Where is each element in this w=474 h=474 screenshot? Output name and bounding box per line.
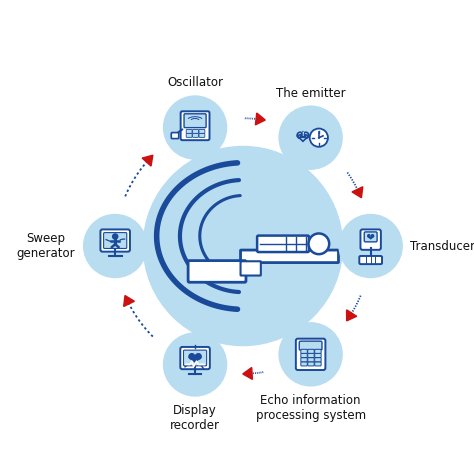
FancyBboxPatch shape <box>186 129 192 133</box>
Circle shape <box>367 234 371 237</box>
FancyBboxPatch shape <box>188 261 246 282</box>
FancyBboxPatch shape <box>308 358 314 362</box>
Polygon shape <box>255 113 265 125</box>
Circle shape <box>339 215 402 278</box>
FancyBboxPatch shape <box>359 256 382 264</box>
FancyBboxPatch shape <box>192 134 199 137</box>
FancyBboxPatch shape <box>181 111 210 140</box>
FancyBboxPatch shape <box>192 129 199 133</box>
FancyBboxPatch shape <box>186 134 192 137</box>
FancyBboxPatch shape <box>104 233 127 248</box>
Polygon shape <box>142 155 153 166</box>
FancyBboxPatch shape <box>184 114 206 128</box>
Circle shape <box>195 353 202 360</box>
Text: !: ! <box>302 132 304 137</box>
Circle shape <box>164 96 227 159</box>
FancyBboxPatch shape <box>360 229 381 250</box>
FancyBboxPatch shape <box>301 354 307 357</box>
Polygon shape <box>297 134 309 141</box>
FancyBboxPatch shape <box>299 341 322 350</box>
FancyBboxPatch shape <box>315 354 321 357</box>
Circle shape <box>310 128 328 147</box>
FancyBboxPatch shape <box>301 362 307 366</box>
Circle shape <box>371 234 374 237</box>
FancyBboxPatch shape <box>315 358 321 362</box>
FancyBboxPatch shape <box>199 129 205 133</box>
Text: The emitter: The emitter <box>276 87 346 100</box>
Polygon shape <box>352 187 363 198</box>
FancyBboxPatch shape <box>180 347 210 369</box>
Text: Transducer: Transducer <box>410 239 474 253</box>
Polygon shape <box>299 130 307 138</box>
FancyBboxPatch shape <box>296 338 325 370</box>
Circle shape <box>279 106 342 169</box>
FancyBboxPatch shape <box>100 229 130 252</box>
FancyBboxPatch shape <box>183 350 207 366</box>
Polygon shape <box>124 295 135 307</box>
FancyBboxPatch shape <box>308 349 314 353</box>
Circle shape <box>83 215 146 278</box>
FancyBboxPatch shape <box>171 133 179 138</box>
FancyBboxPatch shape <box>308 354 314 357</box>
Circle shape <box>112 233 118 240</box>
Text: Echo information
processing system: Echo information processing system <box>255 394 365 422</box>
FancyBboxPatch shape <box>199 134 205 137</box>
FancyBboxPatch shape <box>301 358 307 362</box>
Text: Sweep
generator: Sweep generator <box>17 232 75 260</box>
FancyBboxPatch shape <box>301 349 307 353</box>
Polygon shape <box>243 367 252 379</box>
FancyBboxPatch shape <box>240 250 338 263</box>
Polygon shape <box>346 310 357 321</box>
Circle shape <box>279 323 342 386</box>
Polygon shape <box>367 237 374 240</box>
Circle shape <box>309 234 329 254</box>
FancyBboxPatch shape <box>315 349 321 353</box>
FancyBboxPatch shape <box>315 362 321 366</box>
Circle shape <box>303 132 309 138</box>
FancyBboxPatch shape <box>240 261 261 275</box>
Circle shape <box>188 353 195 360</box>
Text: Oscillator: Oscillator <box>167 76 223 90</box>
Circle shape <box>297 132 303 138</box>
FancyBboxPatch shape <box>364 232 377 242</box>
Text: Display
recorder: Display recorder <box>170 404 220 432</box>
Circle shape <box>143 146 342 346</box>
FancyBboxPatch shape <box>257 236 309 252</box>
Polygon shape <box>188 355 202 363</box>
Circle shape <box>164 333 227 396</box>
FancyBboxPatch shape <box>308 362 314 366</box>
